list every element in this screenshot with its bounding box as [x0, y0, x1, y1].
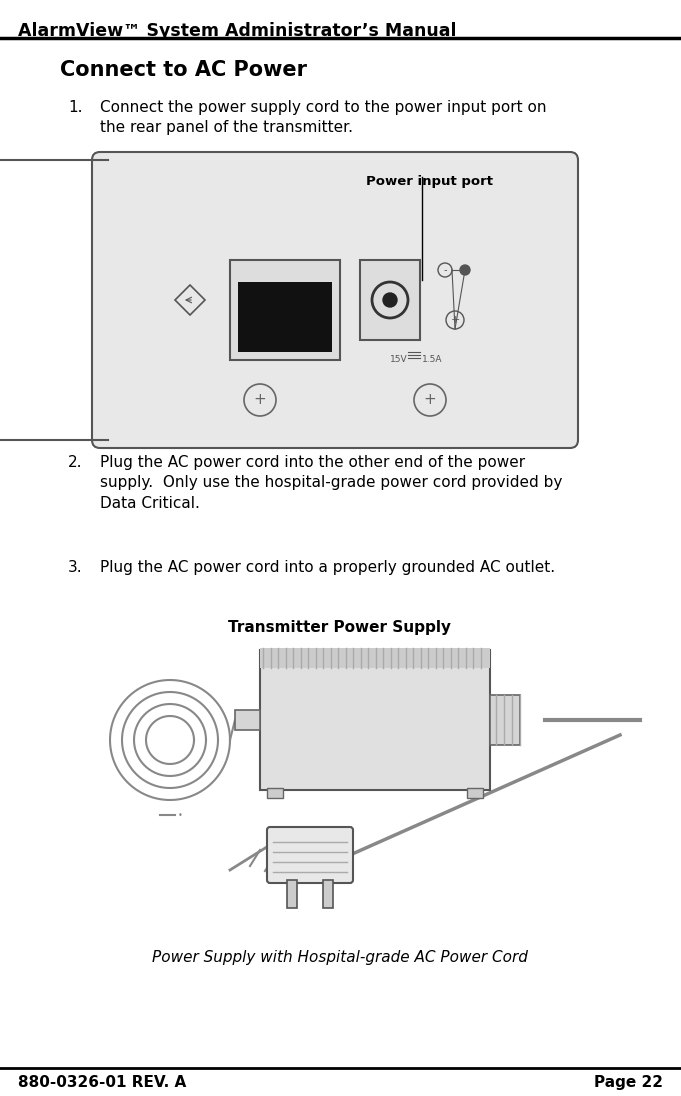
Text: Connect to AC Power: Connect to AC Power	[60, 60, 307, 80]
Bar	[238, 282, 332, 352]
Text: AlarmView™ System Administrator’s Manual: AlarmView™ System Administrator’s Manual	[18, 22, 456, 39]
FancyBboxPatch shape	[92, 152, 578, 448]
Text: Transmitter Power Supply: Transmitter Power Supply	[229, 620, 452, 635]
Bar	[235, 710, 260, 730]
Bar	[360, 260, 420, 340]
Bar	[323, 880, 333, 907]
Text: +: +	[253, 392, 266, 408]
Bar	[260, 648, 490, 667]
Text: 15V: 15V	[390, 355, 408, 364]
Bar	[287, 880, 297, 907]
FancyBboxPatch shape	[267, 827, 353, 883]
Text: 1.: 1.	[68, 100, 82, 115]
Text: Plug the AC power cord into a properly grounded AC outlet.: Plug the AC power cord into a properly g…	[100, 560, 555, 575]
Bar	[467, 788, 483, 798]
Text: Page 22: Page 22	[594, 1075, 663, 1091]
Text: +: +	[424, 392, 437, 408]
Text: Plug the AC power cord into the other end of the power
supply.  Only use the hos: Plug the AC power cord into the other en…	[100, 455, 563, 511]
Text: -: -	[443, 265, 447, 275]
Bar	[270, 262, 300, 282]
Text: +: +	[450, 315, 460, 326]
Text: Power input port: Power input port	[366, 175, 494, 189]
Bar	[490, 695, 520, 745]
Bar	[267, 788, 283, 798]
Text: Connect the power supply cord to the power input port on
the rear panel of the t: Connect the power supply cord to the pow…	[100, 100, 546, 136]
Circle shape	[383, 293, 397, 307]
Text: 1.5A: 1.5A	[422, 355, 443, 364]
Bar	[230, 260, 340, 359]
Text: •: •	[178, 811, 183, 820]
Circle shape	[460, 265, 470, 275]
Text: 2.: 2.	[68, 455, 82, 470]
Bar	[260, 650, 490, 790]
Text: Power Supply with Hospital-grade AC Power Cord: Power Supply with Hospital-grade AC Powe…	[152, 950, 528, 964]
Text: 880-0326-01 REV. A: 880-0326-01 REV. A	[18, 1075, 186, 1091]
Text: 3.: 3.	[68, 560, 82, 575]
